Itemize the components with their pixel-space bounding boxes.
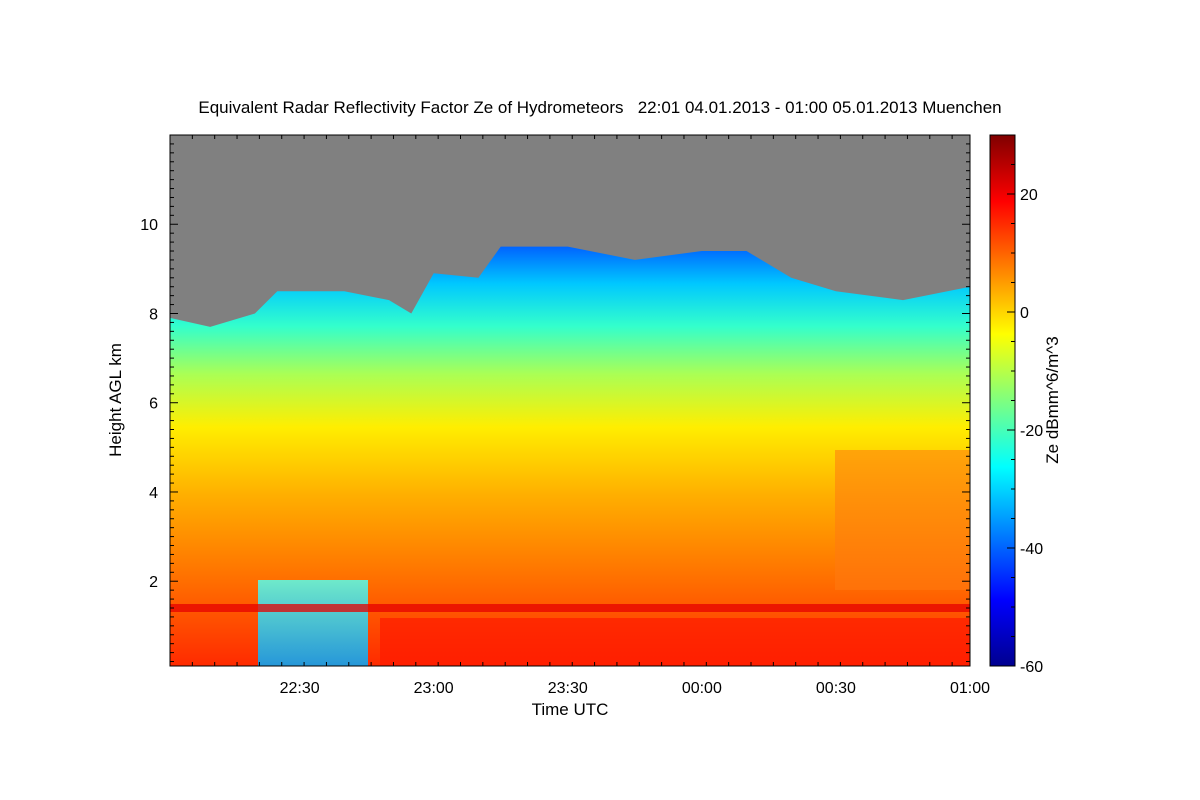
x-tick-label: 01:00	[950, 680, 990, 697]
reflectivity-field	[170, 246, 970, 666]
x-tick-label: 22:30	[280, 680, 320, 697]
colorbar-tick-label: -40	[1020, 541, 1043, 558]
late-warm-region	[835, 450, 970, 590]
plot-frame	[169, 134, 971, 667]
colorbar-tick-label: -20	[1020, 423, 1043, 440]
x-tick-label: 23:30	[548, 680, 588, 697]
y-tick-label: 10	[140, 217, 158, 234]
page-title: Equivalent Radar Reflectivity Factor Ze …	[198, 98, 1002, 117]
y-tick-label: 6	[149, 396, 158, 413]
colorbar-tick-label: -60	[1020, 659, 1043, 676]
low-reflectivity-patch	[258, 580, 368, 666]
y-axis: 2 4 6 8 10	[140, 134, 970, 663]
x-axis: 22:30 23:00 23:30 00:00 00:30 01:00	[169, 135, 990, 697]
colorbar-tick-label: 20	[1020, 187, 1038, 204]
y-axis-label: Height AGL km	[106, 343, 125, 457]
x-axis-label: Time UTC	[532, 700, 609, 719]
plot-area	[169, 134, 971, 667]
colorbar-gradient	[989, 134, 1016, 667]
colorbar: 20 0 -20 -40 -60 Ze dBmm^6/m^3	[989, 134, 1062, 676]
y-tick-label: 4	[149, 485, 158, 502]
x-tick-label: 00:00	[682, 680, 722, 697]
y-tick-label: 2	[149, 574, 158, 591]
y-tick-label: 8	[149, 306, 158, 323]
x-tick-label: 23:00	[414, 680, 454, 697]
colorbar-ticks: 20 0 -20 -40 -60	[1007, 134, 1043, 676]
colorbar-label: Ze dBmm^6/m^3	[1043, 336, 1062, 463]
colorbar-tick-label: 0	[1020, 305, 1029, 322]
melting-layer-band	[170, 604, 970, 612]
rain-layer	[380, 618, 970, 666]
x-tick-label: 00:30	[816, 680, 856, 697]
